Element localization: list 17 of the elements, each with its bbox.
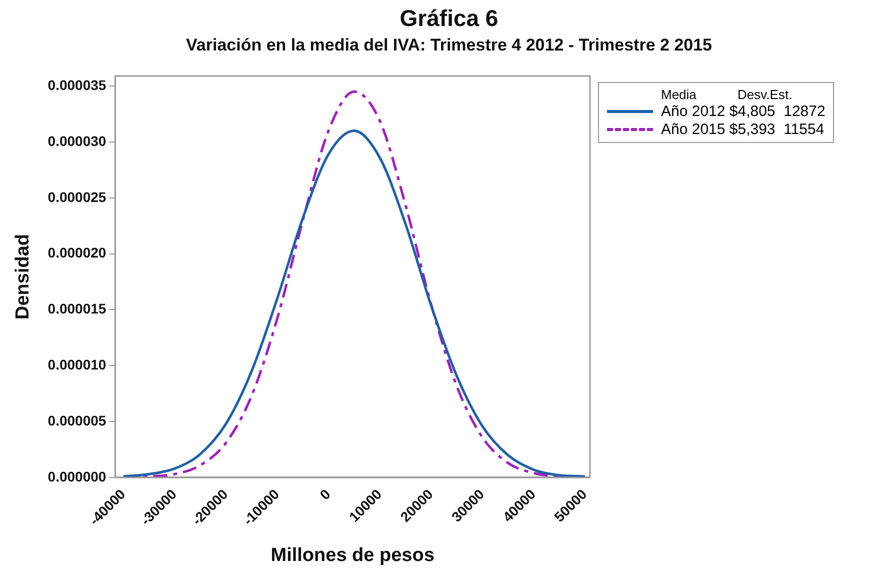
y-tick-label: 0.000000 xyxy=(48,468,106,484)
legend-title: Media xyxy=(661,87,698,102)
text: Desv.Est. xyxy=(738,87,794,102)
y-tick-label: 0.000015 xyxy=(48,300,106,317)
y-tick-label: 0.000020 xyxy=(48,244,106,261)
x-axis-title: Millones de pesos xyxy=(270,544,434,566)
legend-label: Año 2015 $5,393 11554 xyxy=(661,121,826,138)
y-tick-label: 0.000010 xyxy=(48,356,106,373)
chart-subtitle: Variación en la media del IVA: Trimestre 4 2012 - Trimestre 2 2015 xyxy=(186,35,712,54)
y-tick-label: 0.000030 xyxy=(48,132,106,149)
y-tick-label: 0.000035 xyxy=(48,76,106,93)
legend-label: Año 2012 $4,805 12872 xyxy=(661,103,826,120)
y-tick-label: 0.000025 xyxy=(48,188,106,205)
x-tick-label: 0 xyxy=(316,486,334,503)
chart-title: Gráfica 6 xyxy=(400,5,498,32)
y-axis-title: Densidad xyxy=(12,234,34,320)
y-tick-label: 0.000005 xyxy=(48,412,106,428)
